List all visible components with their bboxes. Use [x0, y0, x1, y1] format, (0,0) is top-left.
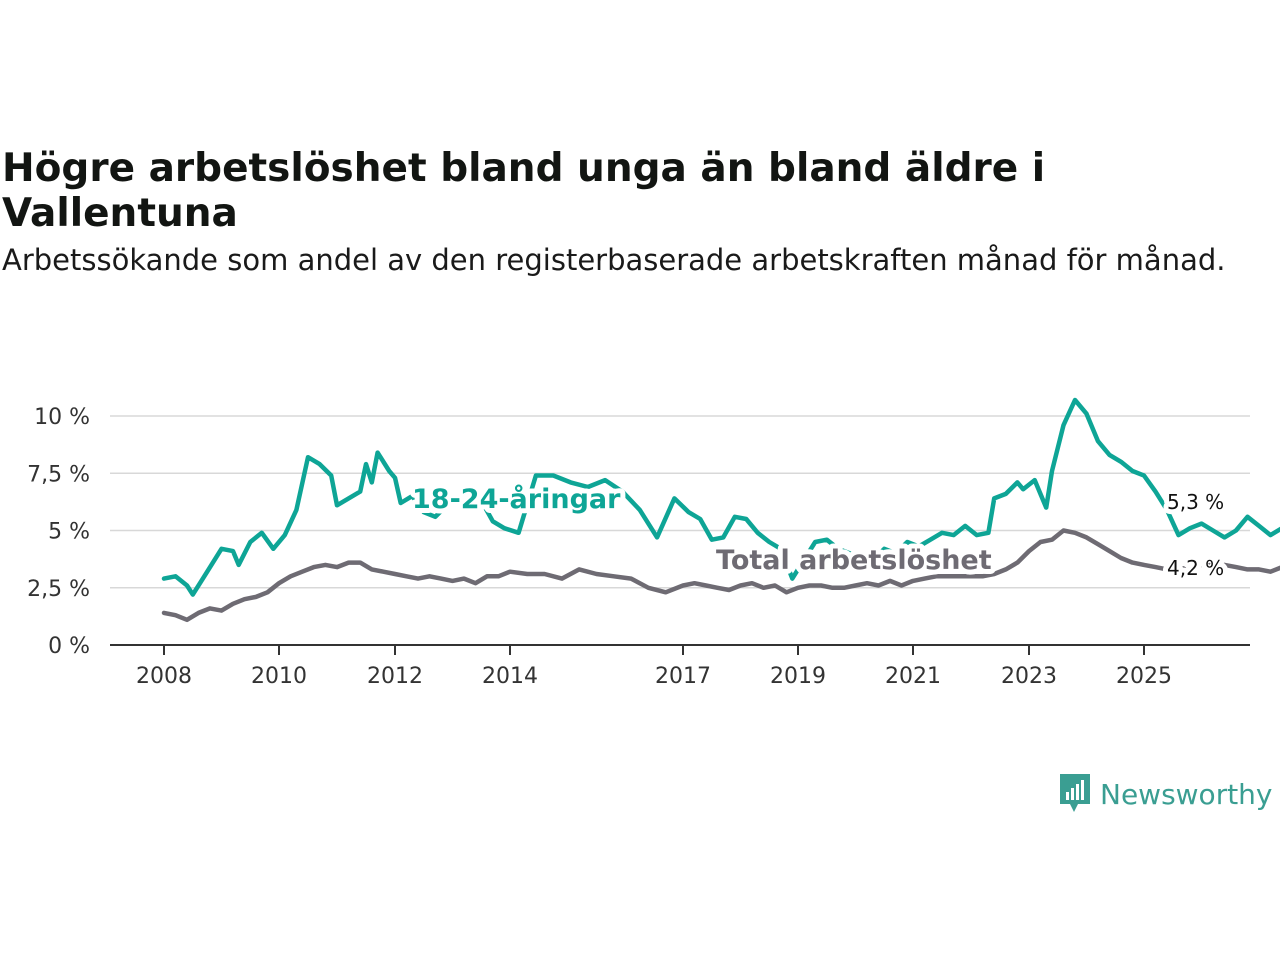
youth-series-label-halo: 18-24-åringar	[412, 483, 621, 515]
youth-end-value-halo: 5,3 %	[1167, 490, 1224, 514]
brand-name: Newsworthy	[1100, 777, 1273, 811]
chart-title: Högre arbetslöshet bland unga än bland ä…	[2, 146, 1046, 236]
total-series-label: Total arbetslöshet	[716, 545, 992, 576]
y-axis-tick-labels: 0 % 2,5 % 5 % 7,5 % 10 %	[27, 405, 90, 659]
x-tick-label: 2023	[1001, 664, 1057, 689]
x-tick-label: 2017	[655, 664, 711, 689]
y-tick-label: 2,5 %	[27, 577, 90, 602]
series-lines	[161, 397, 1280, 623]
total-end-value: 4,2 %	[1167, 556, 1224, 580]
newsworthy-logo[interactable]: Newsworthy	[1058, 772, 1273, 816]
x-tick-label: 2012	[367, 664, 423, 689]
x-axis: 2008 2010 2012 2014 2017 2019 2021 2023 2025	[110, 644, 1250, 689]
chart-subtitle: Arbetssökande som andel av den registerb…	[2, 243, 1226, 277]
gridlines	[110, 415, 1250, 589]
y-tick-label: 5 %	[48, 520, 90, 545]
y-tick-label: 10 %	[34, 405, 90, 430]
newsworthy-logo-icon	[1060, 774, 1090, 812]
x-tick-label: 2014	[482, 664, 538, 689]
total-series-label-halo: Total arbetslöshet	[716, 545, 992, 576]
y-tick-label: 7,5 %	[27, 462, 90, 487]
x-tick-label: 2010	[251, 664, 307, 689]
x-tick-label: 2008	[136, 664, 192, 689]
total-series-line	[161, 528, 1280, 623]
youth-end-value: 5,3 %	[1167, 490, 1224, 514]
youth-series-line	[161, 397, 1280, 597]
youth-series-label: 18-24-åringar	[412, 483, 621, 515]
x-tick-label: 2021	[885, 664, 941, 689]
total-end-value-halo: 4,2 %	[1167, 556, 1224, 580]
y-tick-label: 0 %	[48, 634, 90, 659]
x-tick-label: 2025	[1116, 664, 1172, 689]
x-tick-label: 2019	[770, 664, 826, 689]
